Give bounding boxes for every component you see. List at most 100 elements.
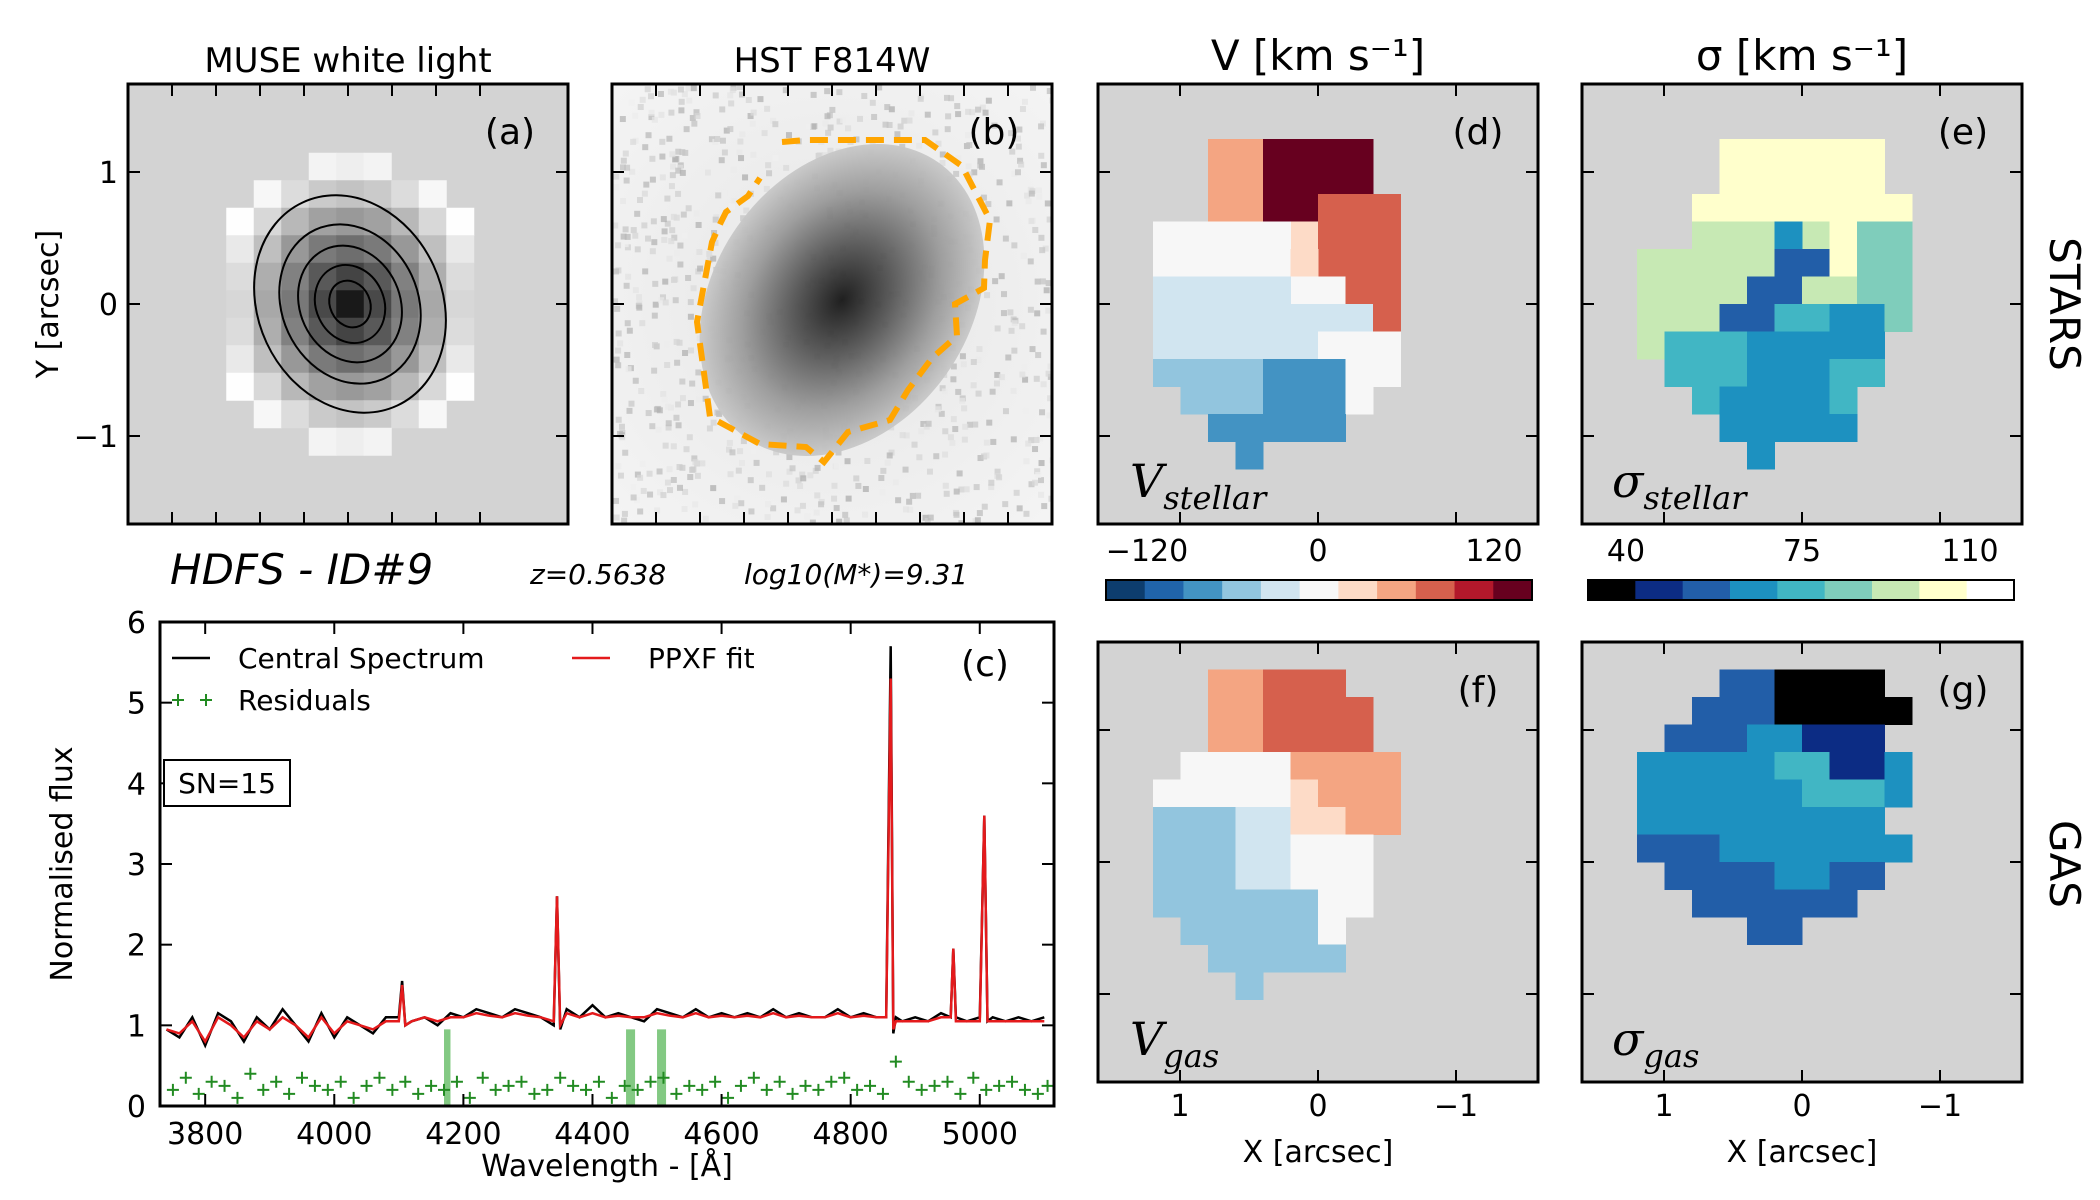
hst-noise-pixel: [897, 123, 904, 130]
hst-noise-pixel: [1045, 307, 1052, 314]
hst-noise-pixel: [650, 218, 657, 225]
hst-noise-pixel: [638, 388, 645, 395]
hst-noise-pixel: [795, 477, 802, 484]
hst-noise-pixel: [1029, 84, 1036, 91]
hst-noise-pixel: [1007, 309, 1014, 316]
muse-pixel: [226, 262, 255, 291]
map-bin: [1235, 834, 1291, 863]
hst-noise-pixel: [662, 278, 669, 285]
map-bin: [1692, 697, 1775, 725]
hst-noise-pixel: [659, 138, 666, 145]
hst-noise-pixel: [683, 446, 690, 453]
hst-noise-pixel: [654, 507, 661, 514]
hst-noise-pixel: [1025, 198, 1032, 205]
hst-noise-pixel: [1046, 88, 1052, 95]
hst-noise-pixel: [732, 502, 739, 509]
map-bin: [1747, 752, 1775, 780]
hst-noise-pixel: [952, 426, 959, 433]
map-bin: [1747, 331, 1803, 360]
velocity-column-title: V [km s⁻¹]: [1211, 31, 1425, 80]
residual-point: [876, 1087, 889, 1100]
residual-point: [296, 1071, 309, 1084]
hst-noise-pixel: [654, 364, 661, 371]
hst-noise-pixel: [641, 222, 648, 229]
hst-noise-pixel: [613, 173, 620, 180]
hst-noise-pixel: [734, 495, 741, 502]
map-bin: [1774, 862, 1830, 890]
hst-noise-pixel: [861, 92, 868, 99]
hst-noise-pixel: [759, 484, 766, 491]
hst-noise-pixel: [840, 116, 847, 123]
muse-pixel: [391, 345, 420, 374]
muse-pixel: [281, 317, 310, 346]
map-bin: [1208, 359, 1264, 387]
colorbar-swatch: [1299, 580, 1339, 600]
residual-point: [709, 1075, 722, 1088]
hst-noise-pixel: [1027, 258, 1034, 265]
hst-noise-pixel: [630, 384, 637, 391]
panel-e-label-main: σ: [1612, 454, 1645, 508]
hst-noise-pixel: [651, 312, 658, 319]
muse-pixel: [281, 207, 310, 236]
spectrum-ytick-label: 0: [127, 1090, 146, 1125]
residual-point: [528, 1087, 541, 1100]
hst-noise-pixel: [876, 84, 883, 91]
map-bin: [1153, 889, 1319, 918]
panel-f: [1096, 640, 1540, 1084]
hst-noise-pixel: [911, 441, 918, 448]
hst-noise-pixel: [702, 395, 709, 402]
hst-noise-pixel: [1022, 376, 1029, 383]
map-bin: [1774, 697, 1913, 725]
hst-noise-pixel: [681, 506, 688, 513]
hst-noise-pixel: [721, 189, 728, 196]
residual-point: [683, 1079, 696, 1092]
hst-noise-pixel: [636, 196, 643, 203]
hst-noise-pixel: [843, 517, 850, 524]
hst-noise-pixel: [894, 131, 901, 138]
hst-noise-pixel: [634, 246, 641, 253]
residual-point: [334, 1075, 347, 1088]
hst-noise-pixel: [799, 502, 806, 509]
hst-noise-pixel: [878, 475, 885, 482]
hst-noise-pixel: [1019, 371, 1026, 378]
hst-noise-pixel: [647, 93, 654, 100]
hst-noise-pixel: [727, 92, 734, 99]
hst-noise-pixel: [814, 464, 821, 471]
hst-noise-pixel: [632, 287, 639, 294]
hst-noise-pixel: [814, 492, 821, 499]
residual-point: [412, 1087, 425, 1100]
map-bin: [1208, 669, 1264, 698]
hst-noise-pixel: [729, 449, 736, 456]
hst-noise-pixel: [950, 363, 957, 370]
hst-noise-pixel: [672, 276, 679, 283]
hst-noise-pixel: [747, 477, 754, 484]
hst-noise-pixel: [613, 184, 620, 191]
residual-point: [670, 1087, 683, 1100]
hst-noise-pixel: [964, 132, 971, 139]
map-bin: [1829, 304, 1885, 332]
hst-noise-pixel: [690, 466, 697, 473]
map-bin: [1290, 862, 1374, 890]
panel-a: (a) Y [arcsec] 1 0 −1: [31, 82, 570, 526]
hst-noise-pixel: [696, 248, 703, 255]
hst-noise-pixel: [1002, 408, 1009, 415]
hst-noise-pixel: [907, 506, 914, 513]
redshift: z=0.5638: [529, 558, 666, 591]
residual-point: [554, 1071, 567, 1084]
hst-noise-pixel: [1039, 247, 1046, 254]
hst-noise-pixel: [685, 274, 692, 281]
sigma-column-title: σ [km s⁻¹]: [1696, 31, 1908, 80]
g-xtick-1: 1: [1654, 1089, 1673, 1124]
hst-noise-pixel: [743, 207, 750, 214]
hst-noise-pixel: [629, 168, 636, 175]
hst-noise-pixel: [845, 495, 852, 502]
hst-noise-pixel: [833, 505, 840, 512]
residual-point: [851, 1083, 864, 1096]
spectrum-ytick-label: 4: [127, 767, 146, 802]
muse-pixel: [446, 207, 475, 236]
muse-pixel: [418, 235, 447, 264]
row-label-stars: STARS: [2040, 237, 2089, 371]
hst-noise-pixel: [661, 228, 668, 235]
map-bin: [1180, 386, 1264, 415]
hst-noise-pixel: [615, 416, 622, 423]
